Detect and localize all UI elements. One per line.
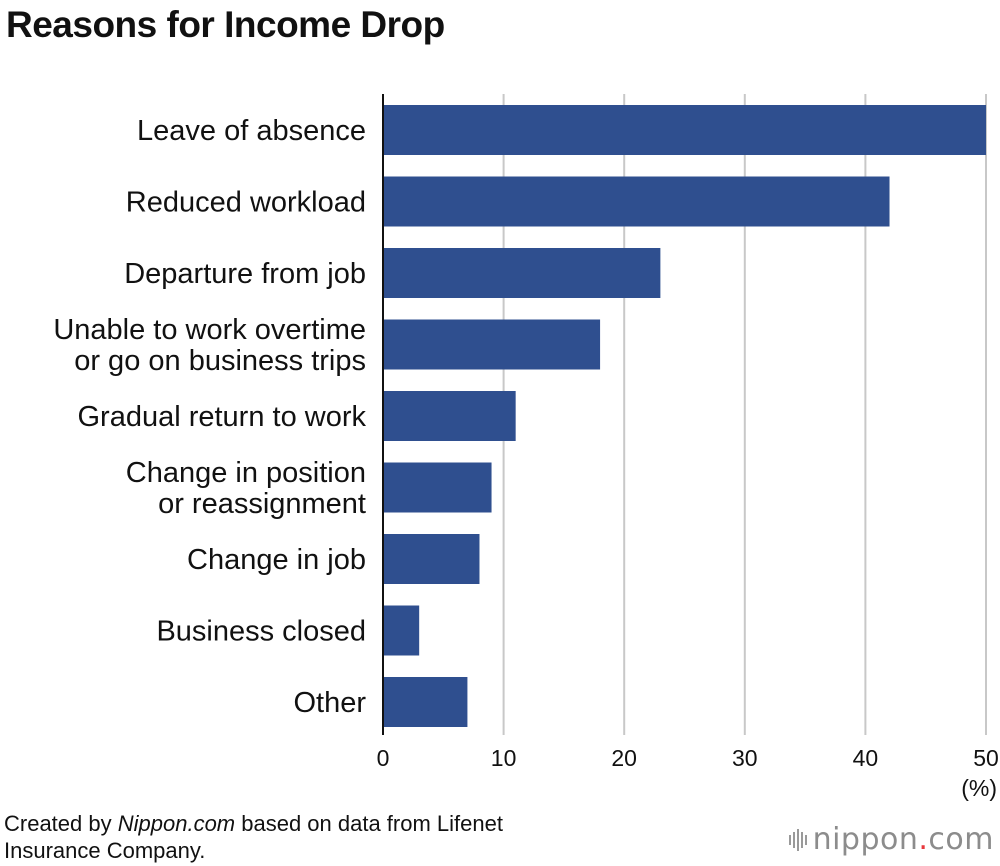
x-tick-label: 10 <box>491 745 517 771</box>
logo-mark-icon <box>788 825 807 855</box>
category-label: Change in job <box>187 544 366 576</box>
bar <box>383 605 420 656</box>
bars <box>383 105 986 727</box>
bar <box>383 534 480 584</box>
bar <box>383 391 516 441</box>
category-label: Other <box>293 687 366 719</box>
category-label: Change in position <box>126 457 366 489</box>
logo-tld: com <box>928 822 994 857</box>
category-label: Unable to work overtime <box>53 314 366 346</box>
source-note: Created by Nippon.com based on data from… <box>4 810 503 864</box>
category-label: Reduced workload <box>126 187 366 219</box>
category-label: Gradual return to work <box>77 401 366 433</box>
bar <box>383 677 468 727</box>
bar <box>383 248 661 298</box>
nippon-logo: nippon.com <box>788 822 994 857</box>
category-label: Business closed <box>156 616 366 648</box>
logo-name: nippon <box>812 822 919 857</box>
chart-title: Reasons for Income Drop <box>6 4 445 45</box>
bar <box>383 319 601 370</box>
bar <box>383 176 890 227</box>
category-label: Leave of absence <box>137 115 366 147</box>
source-prefix: Created by <box>4 811 118 836</box>
x-tick-label: 30 <box>732 745 758 771</box>
x-tick-label: 20 <box>611 745 637 771</box>
source-line2: Insurance Company. <box>4 838 206 863</box>
bar <box>383 105 986 155</box>
logo-dot: . <box>918 822 929 857</box>
logo-wordmark: nippon.com <box>813 822 994 857</box>
category-label: or go on business trips <box>74 345 366 377</box>
category-label: or reassignment <box>158 488 366 520</box>
bar <box>383 462 492 513</box>
x-tick-label: 50 <box>973 745 999 771</box>
category-label: Departure from job <box>124 258 366 290</box>
x-unit-label: (%) <box>961 775 997 801</box>
category-labels: Leave of absence Reduced workload Departur… <box>53 115 366 719</box>
source-brand: Nippon.com <box>117 811 236 836</box>
x-tick-labels: 0 10 20 30 40 50 (%) <box>377 745 999 801</box>
x-tick-label: 0 <box>377 745 390 771</box>
source-suffix: based on data from Lifenet <box>235 811 503 836</box>
x-tick-label: 40 <box>853 745 879 771</box>
